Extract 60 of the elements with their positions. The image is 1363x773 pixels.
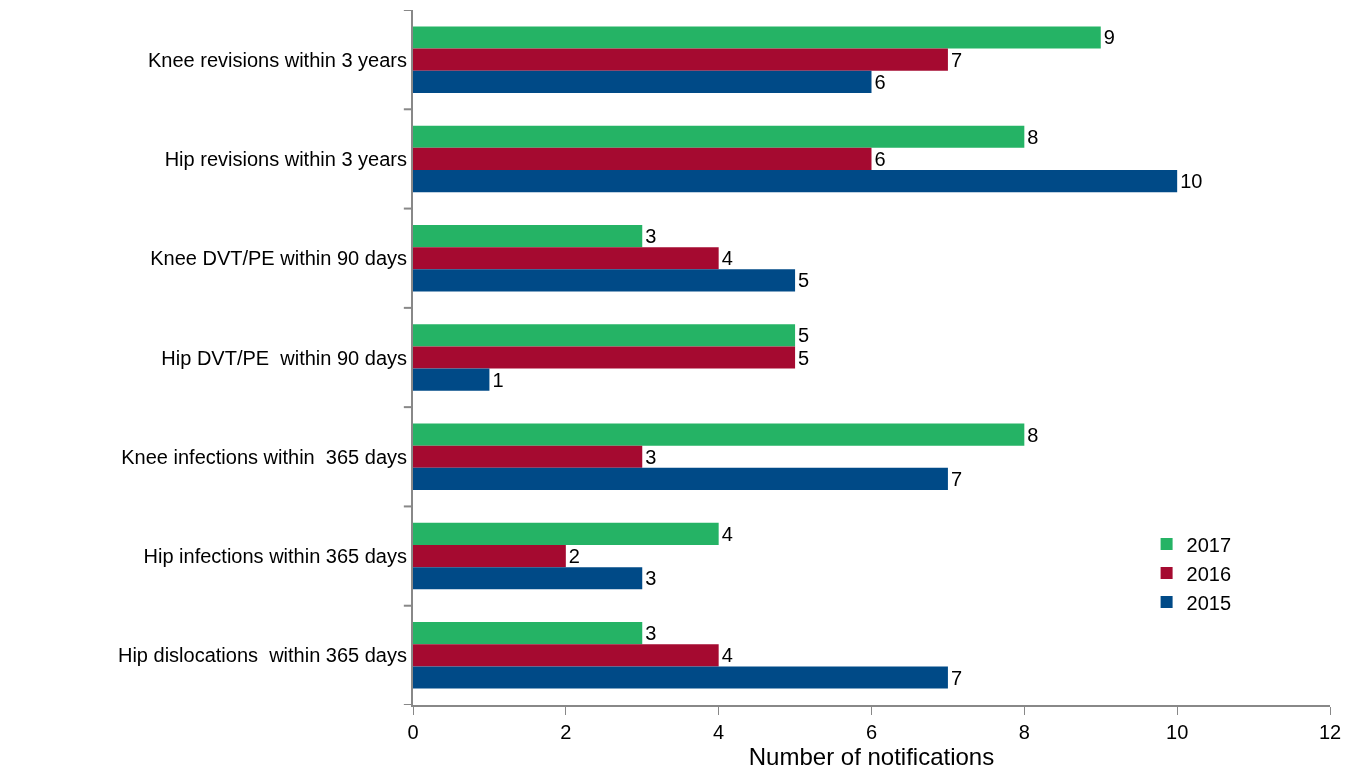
data-label: 3 <box>645 622 657 645</box>
x-tick-label: 10 <box>1166 721 1189 743</box>
bar <box>413 567 643 590</box>
bar <box>413 324 796 347</box>
bar <box>413 467 948 491</box>
data-label: 6 <box>874 70 886 93</box>
data-label: 5 <box>798 346 810 369</box>
data-label: 3 <box>645 567 657 590</box>
data-label: 8 <box>1027 423 1039 446</box>
data-label: 3 <box>645 225 657 248</box>
data-label: 8 <box>1027 125 1039 148</box>
bar <box>413 423 1025 446</box>
bar <box>413 247 719 270</box>
y-tick-label: Knee infections within 365 days <box>121 445 407 468</box>
data-label: 6 <box>874 147 886 170</box>
data-label: 4 <box>721 247 733 270</box>
bar <box>413 622 643 645</box>
data-label: 5 <box>798 269 810 292</box>
data-label: 9 <box>1103 26 1115 49</box>
x-tick-label: 6 <box>865 721 878 743</box>
x-tick-label: 2 <box>560 721 572 743</box>
bar <box>413 368 490 391</box>
y-tick-label: Hip infections within 365 days <box>143 545 407 568</box>
x-tick-label: 0 <box>407 721 419 743</box>
bar <box>413 26 1101 49</box>
legend-label: 2017 <box>1186 533 1232 556</box>
data-label: 2 <box>568 545 580 568</box>
bar <box>413 170 1178 193</box>
bar <box>413 346 796 369</box>
data-label: 4 <box>721 644 733 667</box>
legend-label: 2015 <box>1186 591 1232 614</box>
data-label: 5 <box>798 324 810 347</box>
data-label: 7 <box>950 666 963 689</box>
y-tick-label: Hip DVT/PE within 90 days <box>161 346 407 369</box>
y-tick-label: Hip dislocations within 365 days <box>117 644 407 667</box>
bar <box>413 125 1025 148</box>
bar <box>413 147 872 171</box>
bar <box>413 644 719 667</box>
bar <box>413 224 643 248</box>
bar <box>413 544 566 568</box>
y-tick-label: Knee DVT/PE within 90 days <box>150 247 407 270</box>
x-tick-label: 12 <box>1318 721 1342 743</box>
y-tick-label: Knee revisions within 3 years <box>147 48 407 71</box>
bar <box>413 522 719 545</box>
bar <box>413 70 872 93</box>
x-tick-label: 8 <box>1018 721 1030 743</box>
data-label: 4 <box>721 522 733 545</box>
bar <box>413 48 948 71</box>
x-tick-label: 4 <box>713 721 725 743</box>
data-label: 10 <box>1180 170 1203 193</box>
bar <box>413 445 643 468</box>
data-label: 7 <box>950 48 963 71</box>
data-label: 7 <box>950 467 963 490</box>
legend-label: 2016 <box>1186 562 1232 585</box>
data-label: 1 <box>492 368 504 391</box>
y-tick-label: Hip revisions within 3 years <box>164 147 407 170</box>
x-axis-title: Number of notifications <box>748 743 995 770</box>
bar <box>413 666 948 689</box>
bar <box>413 269 796 292</box>
data-label: 3 <box>645 445 657 468</box>
